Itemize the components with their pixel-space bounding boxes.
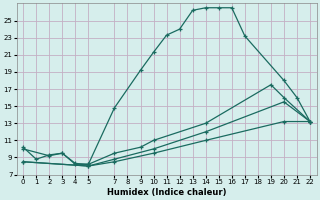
X-axis label: Humidex (Indice chaleur): Humidex (Indice chaleur) <box>107 188 226 197</box>
